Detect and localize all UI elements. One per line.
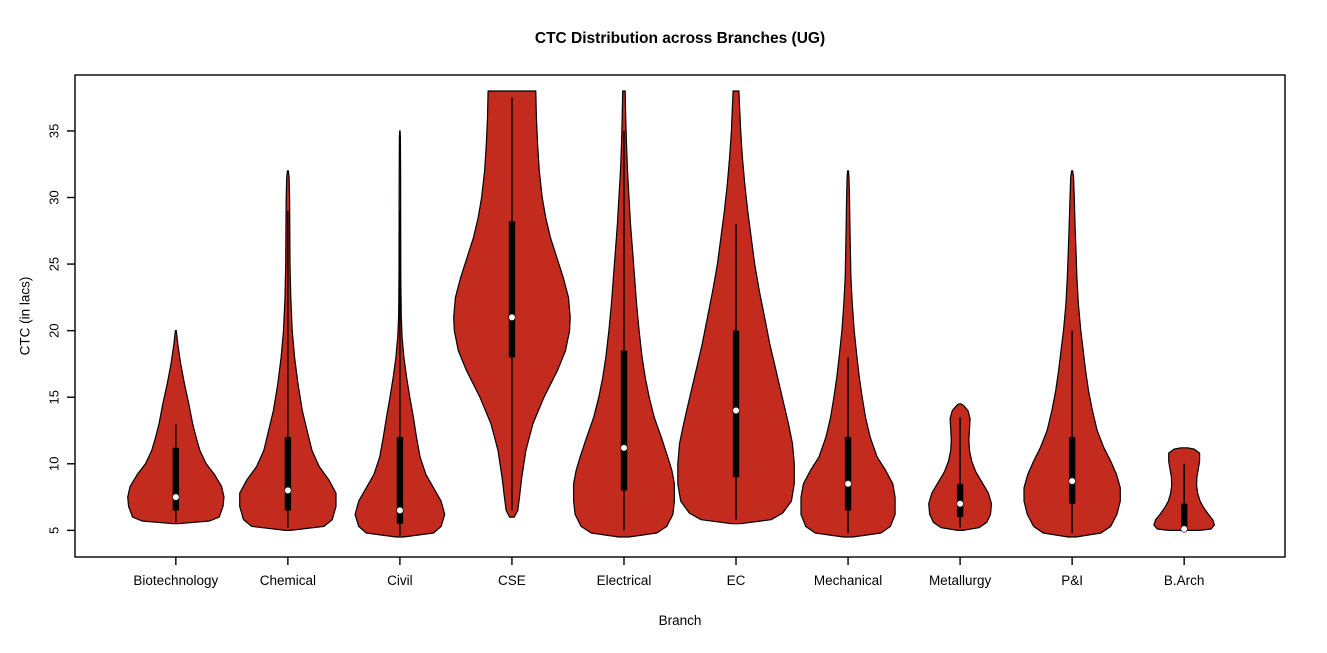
iqr-box-Civil [396, 437, 404, 524]
x-tick-label-B.Arch: B.Arch [1164, 573, 1205, 588]
median-dot-Biotechnology [172, 493, 180, 501]
iqr-box-P&I [1068, 437, 1076, 504]
x-tick-label-CSE: CSE [498, 573, 526, 588]
x-tick-label-Mechanical: Mechanical [814, 573, 882, 588]
median-dot-B.Arch [1180, 525, 1188, 533]
y-tick-label: 15 [46, 390, 61, 404]
median-dot-Chemical [284, 486, 292, 495]
chart-title: CTC Distribution across Branches (UG) [534, 30, 826, 47]
median-dot-CSE [508, 313, 516, 321]
y-tick-label: 25 [46, 257, 61, 271]
iqr-box-EC [732, 330, 740, 478]
median-dot-Metallurgy [956, 500, 964, 508]
y-tick-label: 35 [46, 124, 61, 138]
iqr-box-Biotechnology [172, 447, 180, 511]
median-dot-Mechanical [844, 480, 852, 488]
plot-border [74, 74, 1286, 558]
iqr-box-CSE [508, 221, 516, 358]
x-tick-label-Civil: Civil [387, 573, 413, 588]
median-dot-P&I [1068, 477, 1076, 485]
iqr-box-B.Arch [1180, 503, 1188, 531]
iqr-box-Electrical [620, 350, 628, 491]
x-tick-label-Chemical: Chemical [260, 573, 316, 588]
y-tick-label: 10 [46, 457, 61, 471]
y-tick-label: 20 [46, 323, 61, 337]
median-dot-EC [732, 406, 740, 415]
x-tick-label-EC: EC [727, 573, 746, 588]
y-tick-label: 30 [46, 190, 61, 204]
x-tick-label-P&I: P&I [1061, 573, 1083, 588]
y-tick-label: 5 [46, 527, 61, 534]
violin-Mechanical [800, 170, 896, 538]
x-tick-label-Biotechnology: Biotechnology [133, 573, 218, 588]
iqr-box-Chemical [284, 437, 292, 511]
x-axis-label: Branch [658, 613, 702, 628]
median-dot-Electrical [620, 444, 628, 452]
iqr-box-Mechanical [844, 437, 852, 511]
x-tick-label-Electrical: Electrical [597, 573, 652, 588]
x-tick-label-Metallurgy: Metallurgy [929, 573, 992, 588]
median-dot-Civil [396, 506, 404, 514]
